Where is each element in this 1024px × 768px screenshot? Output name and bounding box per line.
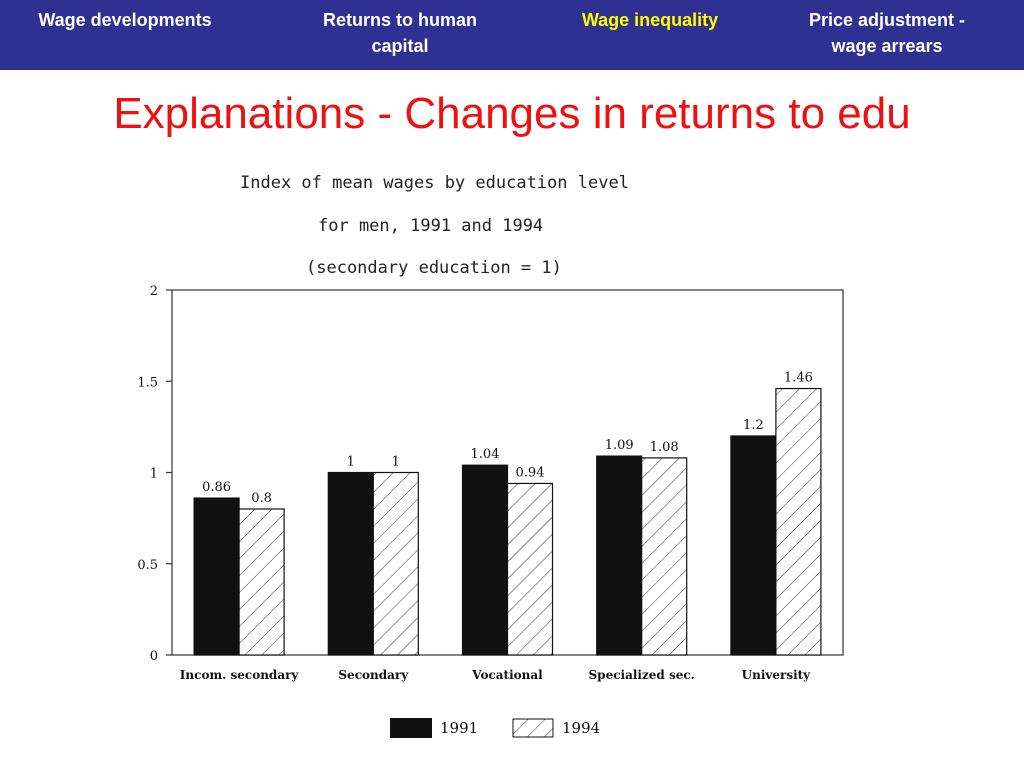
bar-value-label: 0.86	[202, 480, 231, 495]
chart-title-line-1: Index of mean wages by education level	[240, 173, 629, 193]
top-nav-bar: Wage developments Returns to human capit…	[0, 0, 1024, 70]
bar-1991	[730, 435, 777, 656]
bar-1994	[641, 457, 688, 656]
x-category-label: Specialized sec.	[589, 668, 695, 682]
chart-title-line-3: (secondary education = 1)	[306, 258, 562, 278]
legend-swatch-1991	[390, 718, 432, 738]
x-category-label: Vocational	[471, 668, 543, 682]
bar-1991	[193, 497, 240, 656]
bar-value-label: 1.04	[471, 447, 500, 462]
slide-title: Explanations - Changes in returns to edu	[113, 89, 911, 138]
y-tick-label: 2	[150, 284, 158, 299]
legend-label-1994: 1994	[562, 719, 601, 737]
legend-label-1991: 1991	[440, 719, 479, 737]
bar-value-label: 0.8	[251, 491, 272, 506]
legend-item-1994: 1994	[512, 718, 600, 738]
y-tick-label: 1	[150, 467, 158, 482]
bar-1994	[238, 508, 285, 656]
bar-value-label: 1	[392, 455, 400, 470]
bar-value-label: 0.94	[516, 465, 545, 480]
bar-value-label: 1.08	[650, 440, 679, 455]
bar-value-label: 1.46	[784, 371, 813, 386]
legend-swatch-1994	[512, 718, 554, 738]
bar-1991	[461, 464, 509, 656]
nav-tab-wage-inequality[interactable]: Wage inequality	[581, 10, 719, 30]
legend-item-1991: 1991	[390, 718, 478, 738]
bar-value-label: 1.09	[605, 438, 634, 453]
nav-tab-returns-to-human-capital[interactable]: Returns to human capital	[322, 10, 477, 56]
bar-value-label: 1	[347, 455, 355, 470]
y-tick-label: 1.5	[137, 375, 158, 390]
chart-title-line-2: for men, 1991 and 1994	[318, 216, 544, 236]
nav-tab-price-adjustment[interactable]: Price adjustment - wage arrears	[808, 10, 966, 56]
bar-1991	[327, 471, 374, 656]
nav-tab-wage-developments[interactable]: Wage developments	[38, 10, 212, 30]
x-category-label: Incom. secondary	[180, 668, 300, 682]
x-category-label: University	[742, 668, 812, 682]
bar-1994	[506, 482, 554, 656]
bar-1994	[775, 387, 822, 656]
y-tick-label: 0.5	[137, 558, 158, 573]
y-tick-label: 0	[150, 649, 158, 664]
x-category-label: Secondary	[338, 668, 409, 682]
bar-1991	[596, 455, 643, 656]
bar-1994	[372, 471, 419, 656]
bar-value-label: 1.2	[743, 418, 764, 433]
bar-chart: 0 0.5 1 1.5 2 Incom. secondary 0.86 0.8 Secondar…	[137, 284, 844, 682]
